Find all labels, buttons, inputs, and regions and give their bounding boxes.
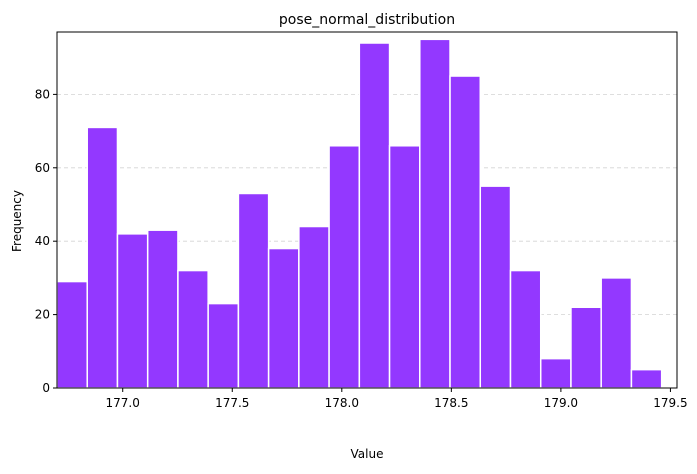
histogram-bar <box>146 229 179 389</box>
histogram-bar <box>56 280 88 389</box>
histogram-bar <box>509 269 542 389</box>
histogram-bar <box>116 233 149 389</box>
x-tick-label: 178.0 <box>325 396 359 410</box>
histogram-bar <box>298 225 330 389</box>
histogram-bar <box>630 368 663 389</box>
histogram-bar <box>600 277 633 389</box>
x-tick-label: 179.0 <box>544 396 578 410</box>
y-tick-label: 80 <box>35 87 50 101</box>
histogram-bar <box>388 145 421 389</box>
histogram-bar <box>358 42 391 389</box>
x-tick-label: 177.5 <box>215 396 249 410</box>
y-tick-label: 20 <box>35 308 50 322</box>
histogram-bar <box>267 247 300 389</box>
histogram-bar <box>570 306 602 389</box>
x-tick-label: 177.0 <box>106 396 140 410</box>
axes-layer: 177.0 177.5 178.0 178.5 179.0 179.5 0 20 40 60 80 <box>35 31 688 410</box>
histogram-bar <box>328 145 361 389</box>
chart-title: pose_normal_distribution <box>279 12 455 28</box>
histogram-bar <box>539 357 572 389</box>
histogram-bar <box>237 192 270 389</box>
y-tick-label: 0 <box>42 381 50 395</box>
y-tick-label: 60 <box>35 161 50 175</box>
histogram-bar <box>479 185 512 389</box>
histogram-bar <box>86 126 119 389</box>
y-axis-label: Frequency <box>10 190 24 252</box>
y-tick-label: 40 <box>35 234 50 248</box>
axes-frame <box>56 31 678 389</box>
histogram-bar <box>419 38 451 389</box>
x-tick-label: 179.5 <box>653 396 687 410</box>
x-axis-label: Value <box>351 447 384 461</box>
histogram-bar <box>177 269 209 389</box>
bars-layer <box>56 38 663 389</box>
x-tick-label: 178.5 <box>434 396 468 410</box>
histogram-bar <box>449 75 482 389</box>
histogram-bar <box>207 302 240 389</box>
